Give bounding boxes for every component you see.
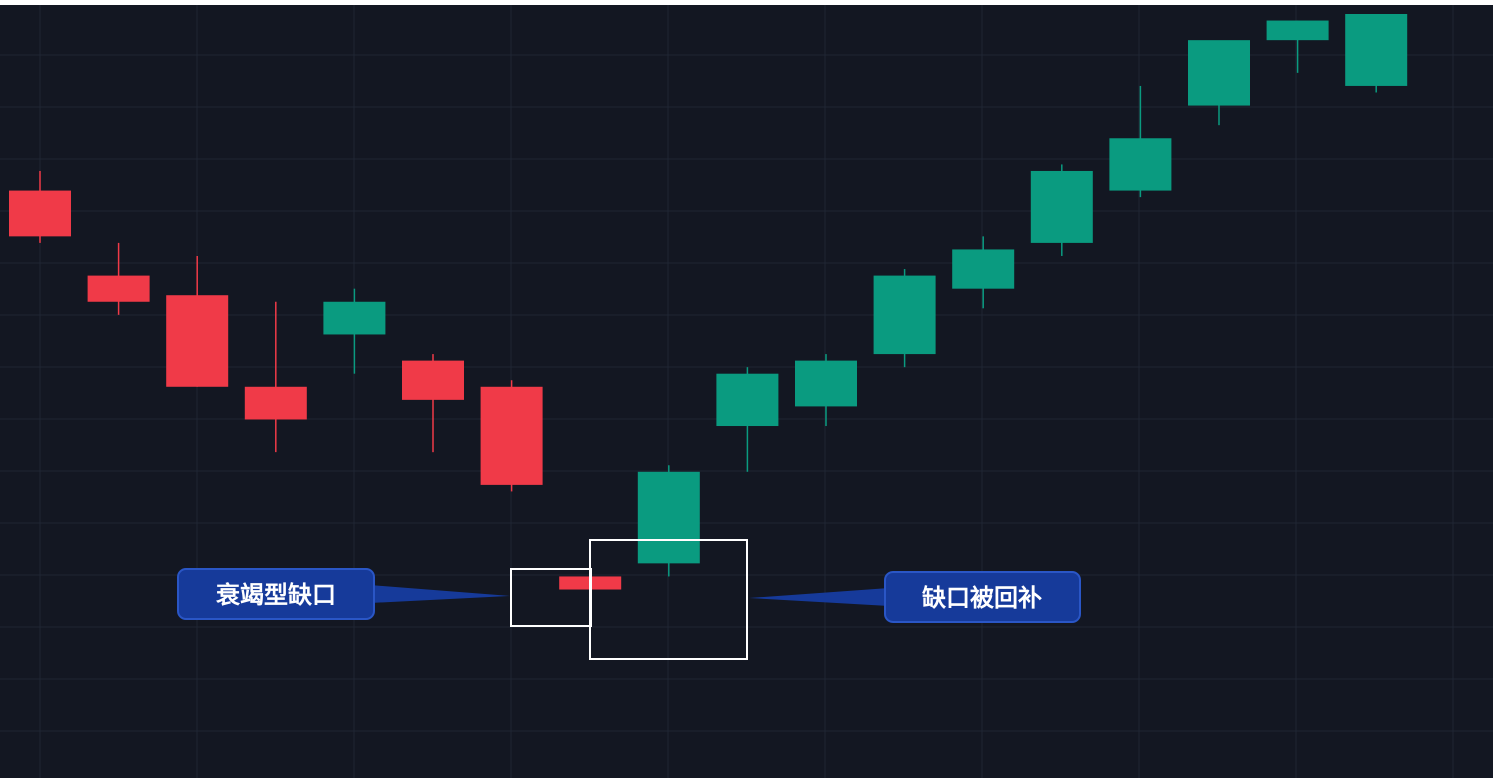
candle-body-bearish xyxy=(166,295,229,387)
candle-body-bullish xyxy=(1345,14,1408,86)
candle-15 xyxy=(1109,85,1172,198)
candle-body-bearish xyxy=(402,360,464,400)
candle-17 xyxy=(1266,20,1329,73)
candle-14 xyxy=(1030,164,1093,256)
candle-body-bearish xyxy=(480,386,543,485)
candle-5 xyxy=(323,288,386,374)
candle-2 xyxy=(87,242,150,315)
candle-9 xyxy=(637,465,700,577)
candle-7 xyxy=(480,380,543,492)
candle-18 xyxy=(1345,14,1408,93)
candle-body-bullish xyxy=(637,471,700,564)
candle-body-bearish xyxy=(244,386,307,420)
candle-body-bullish xyxy=(795,360,857,407)
candle-body-bullish xyxy=(1266,20,1329,41)
candle-body-bullish xyxy=(873,275,936,355)
candle-3 xyxy=(166,255,229,387)
exhaustion-gap-label: 衰竭型缺口 xyxy=(215,581,336,609)
candle-body-bullish xyxy=(1030,170,1093,243)
candle-4 xyxy=(244,301,307,453)
candle-body-bearish xyxy=(87,275,150,302)
candle-6 xyxy=(402,354,464,453)
candle-body-bullish xyxy=(716,373,779,427)
callout-bubble-left xyxy=(177,568,375,620)
candle-16 xyxy=(1188,40,1250,126)
candle-11 xyxy=(795,354,857,427)
candle-body-bullish xyxy=(323,301,386,335)
gap-filled-label: 缺口被回补 xyxy=(922,584,1042,612)
candle-13 xyxy=(952,236,1015,309)
annotations-layer: 衰竭型缺口 缺口被回补 xyxy=(177,539,1081,660)
candle-1 xyxy=(9,170,71,243)
candle-body-bearish xyxy=(9,190,71,237)
callout-pointer-left xyxy=(370,585,510,603)
candle-body-bullish xyxy=(1188,40,1250,106)
candle-10 xyxy=(716,367,779,472)
callout-bubble-right xyxy=(884,571,1081,623)
candle-body-bullish xyxy=(952,249,1015,289)
callout-pointer-right xyxy=(749,588,889,606)
candle-12 xyxy=(873,269,936,368)
gap-filled-box xyxy=(589,539,748,660)
candles-layer xyxy=(9,14,1408,603)
candle-body-bullish xyxy=(1109,138,1172,191)
